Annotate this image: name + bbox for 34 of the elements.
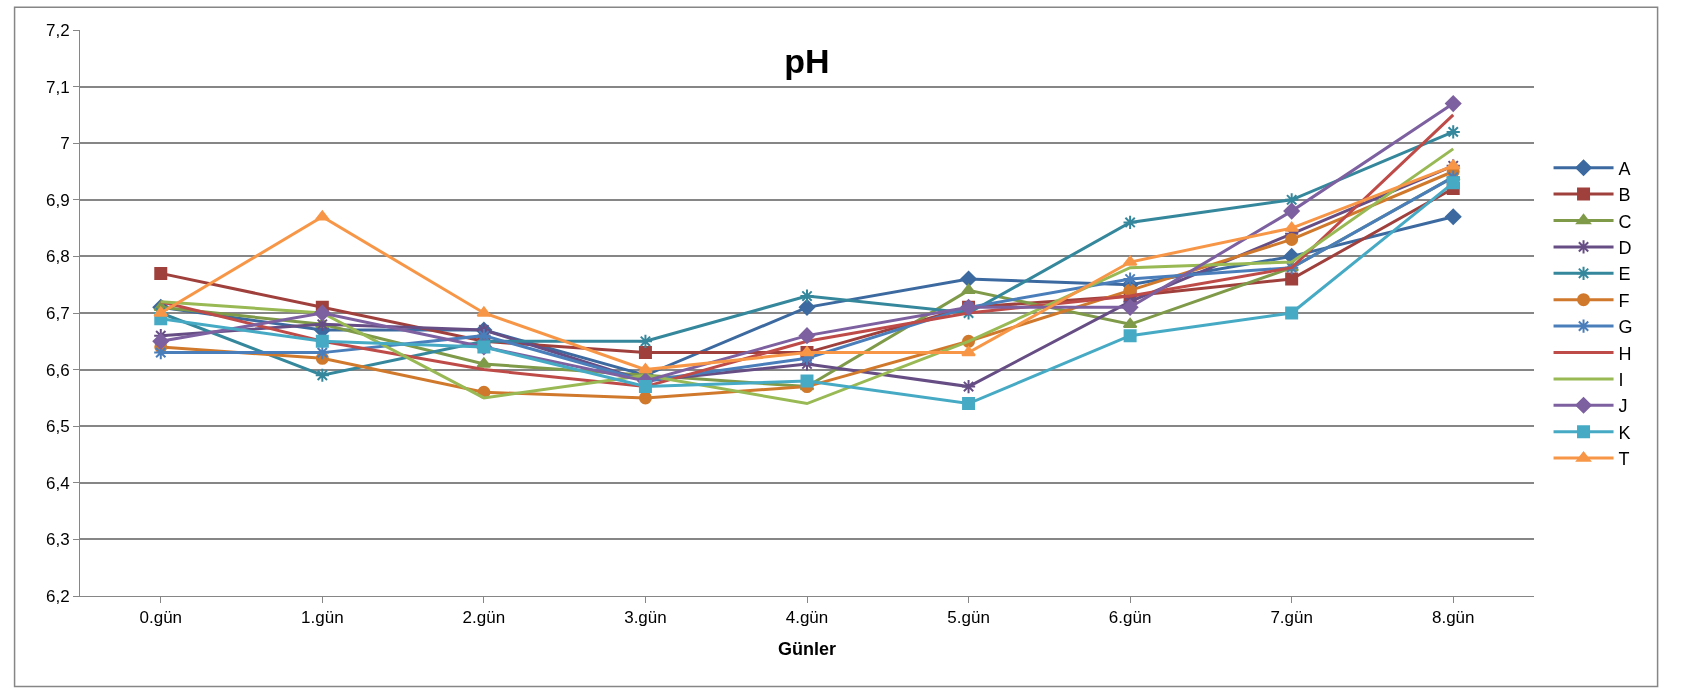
legend-label: D — [1618, 237, 1632, 258]
legend-label: H — [1618, 343, 1632, 364]
x-tick-label: 7.gün — [1270, 608, 1313, 628]
y-tick-label: 7,1 — [45, 77, 70, 97]
x-axis-title: Günler — [777, 638, 837, 659]
x-tick-label: 0.gün — [139, 608, 183, 628]
legend-label: G — [1618, 317, 1633, 338]
x-tick-label: 5.gün — [947, 608, 990, 628]
y-tick-label: 6,3 — [45, 530, 70, 550]
y-tick-label: 7,2 — [45, 20, 70, 40]
chart-title: pH — [784, 41, 830, 80]
legend-label: J — [1618, 396, 1628, 417]
y-tick-label: 6,6 — [45, 360, 70, 380]
y-tick-label: 6,9 — [45, 190, 70, 210]
legend-label: T — [1618, 449, 1630, 470]
legend-label: E — [1618, 264, 1631, 285]
y-tick-label: 6,5 — [45, 417, 70, 437]
x-tick-label: 8.gün — [1431, 608, 1475, 628]
x-tick-label: 1.gün — [301, 608, 344, 628]
legend-label: A — [1618, 158, 1631, 179]
y-tick-label: 6,2 — [45, 586, 70, 606]
x-tick-label: 6.gün — [1108, 608, 1152, 628]
legend-label: K — [1618, 422, 1631, 443]
x-tick-label: 3.gün — [624, 608, 667, 628]
y-tick-label: 6,8 — [45, 247, 70, 267]
legend-label: I — [1618, 369, 1624, 390]
y-tick-label: 6,7 — [45, 303, 70, 323]
y-tick-label: 6,4 — [45, 473, 70, 493]
y-tick-label: 7 — [60, 134, 70, 154]
legend-label: C — [1618, 211, 1632, 232]
legend-label: B — [1618, 185, 1631, 206]
x-tick-label: 2.gün — [462, 608, 506, 628]
x-tick-label: 4.gün — [785, 608, 829, 628]
legend-label: F — [1618, 290, 1630, 311]
